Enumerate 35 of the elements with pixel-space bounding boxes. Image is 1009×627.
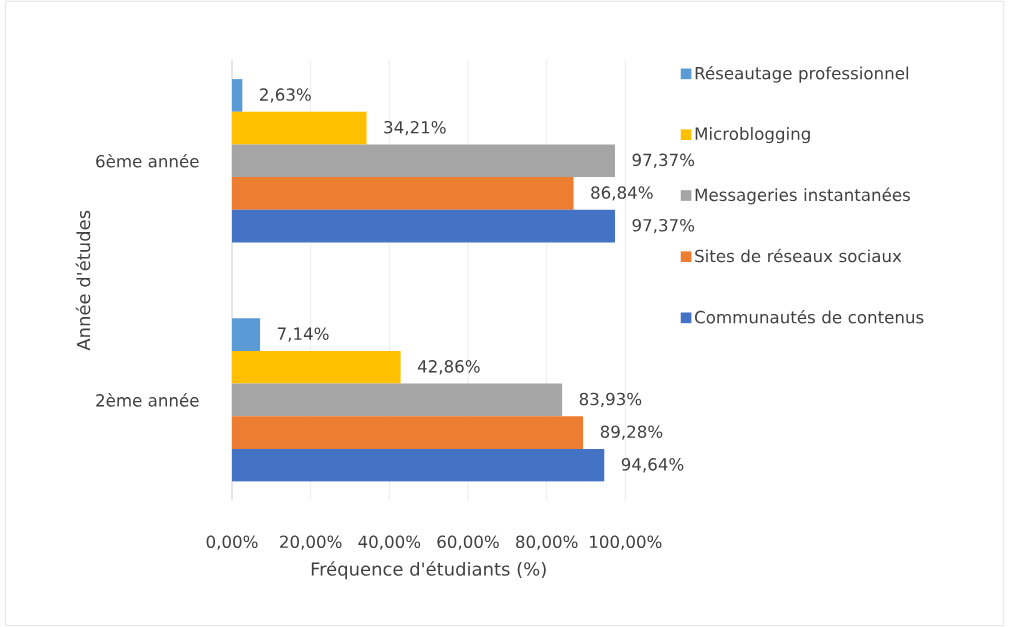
bar	[232, 383, 563, 417]
legend-label: Sites de réseaux sociaux	[695, 248, 902, 263]
bar	[232, 144, 615, 178]
x-tick-label: 0,00%	[206, 535, 258, 550]
data-label: 2,63%	[260, 88, 311, 103]
legend-label: Messageries instantanées	[695, 187, 910, 205]
bar	[232, 416, 584, 449]
legend-label: Réseautage professionnel	[695, 65, 909, 83]
bar	[232, 350, 401, 384]
x-tick-label: 80,00%	[516, 535, 578, 550]
legend-label: Communautés de contenus	[695, 309, 924, 324]
data-label: 7,14%	[277, 327, 329, 342]
bar	[232, 111, 367, 145]
data-label: 42,86%	[417, 360, 480, 375]
x-tick-label: 60,00%	[437, 535, 499, 550]
x-tick-label: 40,00%	[358, 535, 421, 550]
bar	[232, 79, 243, 112]
bar	[232, 177, 574, 210]
y-tick-label: 2ème année	[96, 393, 199, 407]
y-axis-title: Année d'études	[75, 210, 91, 351]
data-label: 94,64%	[621, 458, 684, 473]
x-tick-label: 100,00%	[590, 535, 662, 550]
data-label: 83,93%	[579, 392, 642, 408]
data-label: 86,84%	[591, 186, 653, 201]
data-label: 97,37%	[632, 218, 695, 234]
bar	[232, 209, 615, 243]
legend-label: Microblogging	[695, 127, 810, 144]
x-tick-label: 20,00%	[280, 535, 342, 550]
x-axis-title: Fréquence d'étudiants (%)	[311, 561, 546, 580]
bar	[232, 318, 261, 351]
data-label: 89,28%	[600, 425, 663, 440]
y-tick-label: 6ème année	[96, 153, 199, 168]
data-label: 34,21%	[384, 120, 446, 136]
data-label: 97,37%	[632, 153, 695, 168]
bar	[232, 448, 605, 482]
